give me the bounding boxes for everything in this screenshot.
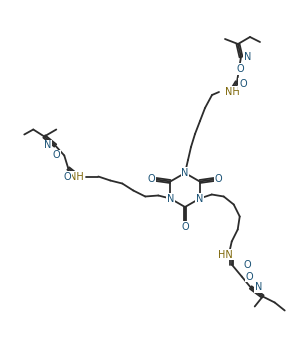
- Text: O: O: [236, 64, 244, 74]
- Text: N: N: [181, 168, 189, 178]
- Text: NH: NH: [225, 87, 240, 97]
- Text: N: N: [255, 283, 262, 292]
- Text: O: O: [244, 261, 251, 270]
- Text: O: O: [215, 174, 223, 185]
- Text: N: N: [196, 193, 203, 203]
- Text: O: O: [181, 222, 189, 232]
- Text: N: N: [44, 141, 51, 150]
- Text: NH: NH: [68, 171, 83, 182]
- Text: O: O: [147, 174, 155, 185]
- Text: N: N: [244, 52, 251, 62]
- Text: O: O: [64, 171, 71, 182]
- Text: O: O: [53, 150, 60, 161]
- Text: O: O: [246, 271, 253, 282]
- Text: HN: HN: [218, 249, 233, 260]
- Text: O: O: [239, 79, 247, 89]
- Text: N: N: [167, 193, 174, 203]
